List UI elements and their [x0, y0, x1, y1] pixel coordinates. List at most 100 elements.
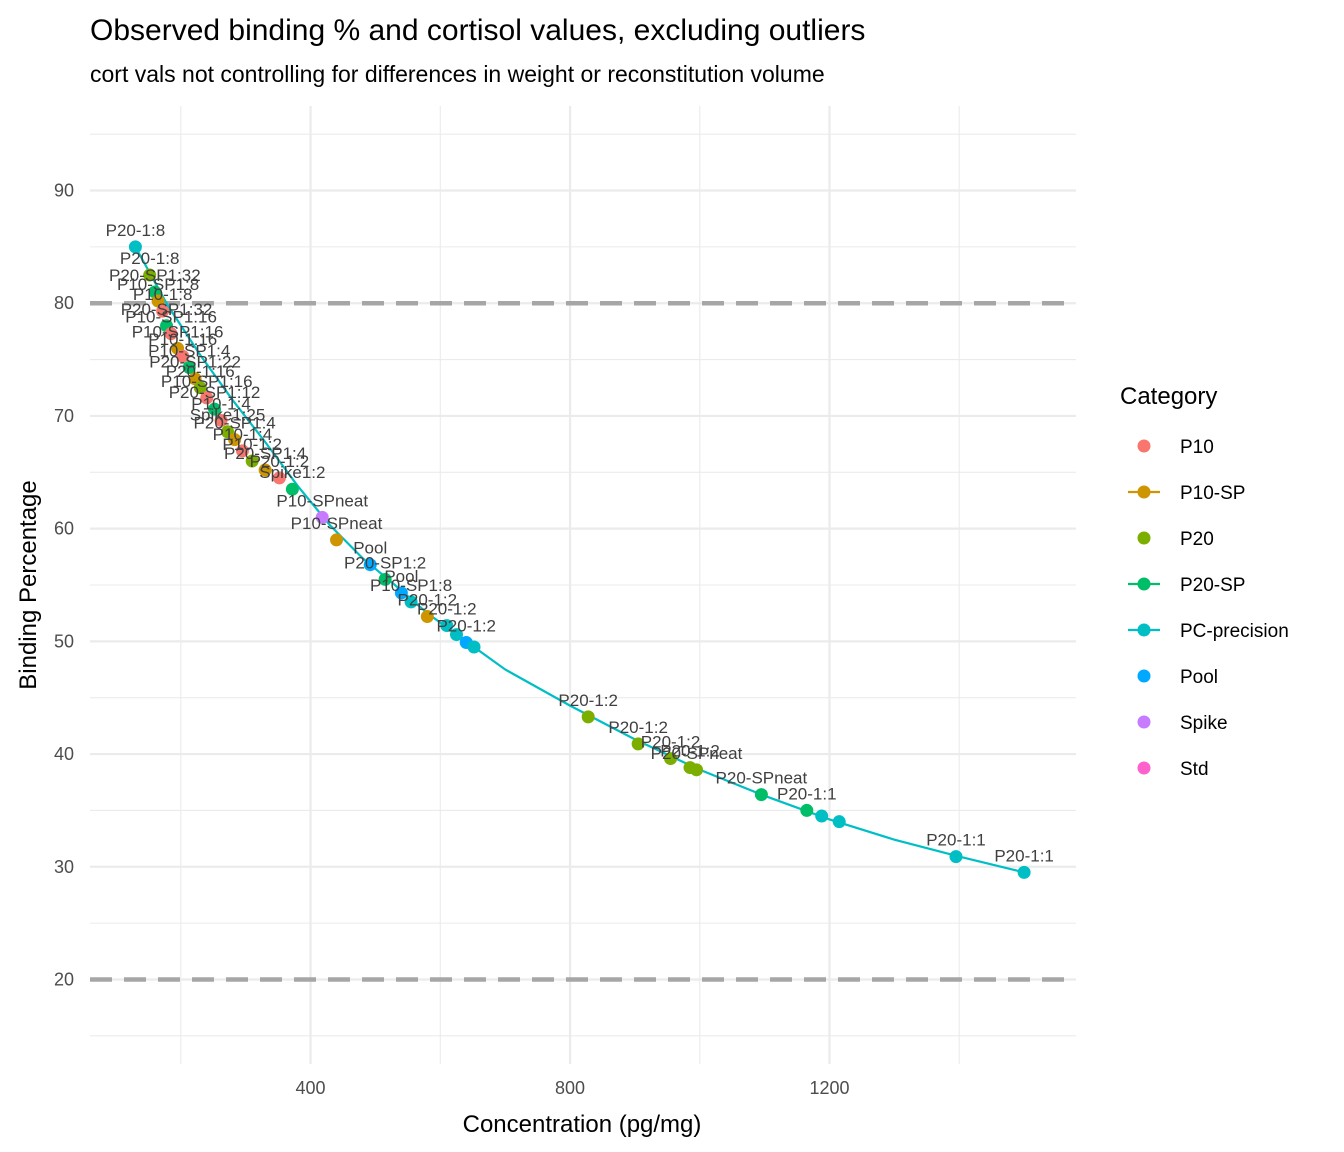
data-point: [467, 640, 481, 654]
legend-key: [1137, 577, 1151, 591]
data-point: [193, 381, 207, 395]
point-label: P20-1:2: [558, 691, 618, 710]
point-label: P10-SP1:8: [117, 275, 199, 294]
data-point: [440, 619, 454, 633]
y-tick-label: 90: [54, 181, 74, 201]
point-label: P20-1:2: [608, 718, 668, 737]
point-label: Spike1:2: [259, 463, 325, 482]
data-point: [164, 327, 178, 341]
legend-label: Pool: [1180, 667, 1218, 688]
data-point: [128, 240, 142, 254]
data-point: [832, 815, 846, 829]
legend-label: Spike: [1180, 713, 1228, 734]
y-tick-label: 20: [54, 969, 74, 989]
legend-item: P20: [1137, 529, 1214, 550]
y-tick-label: 30: [54, 857, 74, 877]
legend-item: Std: [1137, 759, 1209, 780]
y-tick-label: 60: [54, 519, 74, 539]
data-point: [664, 752, 678, 766]
point-label: P20-SP1:4: [224, 444, 306, 463]
point-label: P20-1:1: [994, 846, 1054, 865]
legend-key: [1137, 485, 1151, 499]
point-label: P20-SP1:32: [109, 266, 201, 285]
legend-label: Std: [1180, 759, 1209, 780]
point-label: P20-SP1:32: [121, 300, 213, 319]
data-point: [182, 360, 196, 374]
point-label: P10-SPneat: [291, 514, 383, 533]
data-point: [228, 433, 242, 447]
point-label: P10-1:4: [213, 425, 273, 444]
reference-lines: [90, 300, 1076, 982]
point-label: P20-SP1:22: [149, 353, 241, 372]
point-label: P10-SPneat: [276, 491, 368, 510]
legend-label: P10: [1180, 437, 1214, 458]
point-label: Pool: [353, 539, 387, 558]
legend-key: [1137, 439, 1151, 453]
fit-curve: [134, 246, 1025, 874]
legend-item: PC-precision: [1128, 621, 1289, 642]
data-point: [815, 809, 829, 823]
point-label: P20-1:8: [120, 249, 180, 268]
x-tick-label: 800: [555, 1078, 585, 1098]
legend-item: P20-SP: [1128, 575, 1245, 596]
chart-subtitle: cort vals not controlling for difference…: [90, 61, 825, 87]
point-label: P20-1:2: [417, 600, 477, 619]
point-label: Pool: [384, 567, 418, 586]
tick-labels-layer: 400 800 1200 20 30 40 50 60 70 80 90: [54, 181, 850, 1098]
data-point: [258, 463, 272, 477]
data-point: [394, 586, 408, 600]
x-axis-title: Concentration (pg/mg): [463, 1111, 702, 1138]
y-tick-label: 80: [54, 293, 74, 313]
point-label: P20-1:2: [436, 616, 496, 635]
legend-label: P10-SP: [1180, 483, 1245, 504]
y-tick-label: 50: [54, 631, 74, 651]
data-point: [949, 850, 963, 864]
point-label: P20-1:1: [777, 784, 837, 803]
point-label: P10-SP1:16: [161, 372, 253, 391]
point-label: P20-SP1:4: [194, 414, 276, 433]
data-point: [156, 304, 170, 318]
point-label: P10-SP1:16: [132, 322, 224, 341]
legend-title: Category: [1120, 383, 1217, 410]
point-label: P20-SP1:2: [344, 553, 426, 572]
point-label: P20-1:2: [250, 452, 310, 471]
data-point: [420, 610, 434, 624]
point-label: P20-SP1:12: [169, 383, 261, 402]
point-label: P20-1:16: [166, 362, 235, 381]
grid: [90, 106, 1076, 1064]
legend-item: Pool: [1137, 667, 1218, 688]
data-point: [235, 444, 249, 458]
data-point: [272, 471, 286, 485]
legend-item: P10-SP: [1128, 483, 1245, 504]
point-label: P10-SP1:16: [125, 308, 217, 327]
data-point: [285, 482, 299, 496]
data-point: [214, 413, 228, 427]
y-axis-title: Binding Percentage: [15, 480, 42, 689]
point-label: P10-SP1:8: [370, 576, 452, 595]
legend-label: P20: [1180, 529, 1214, 550]
point-label: P20-1:1: [926, 831, 986, 850]
point-label: P10-SP1:4: [148, 341, 230, 360]
legend-key: [1137, 761, 1151, 775]
y-tick-label: 70: [54, 406, 74, 426]
data-point: [176, 349, 190, 363]
data-point: [330, 533, 343, 547]
legend-key: [1137, 715, 1151, 729]
point-label: P20-SPneat: [651, 744, 743, 763]
data-point: [245, 454, 259, 468]
point-label: P20-1:2: [641, 733, 701, 752]
point-label: P10-1:16: [148, 330, 217, 349]
data-point: [404, 595, 418, 609]
data-point: [208, 402, 222, 416]
data-point: [151, 294, 165, 308]
chart-title: Observed binding % and cortisol values, …: [90, 14, 865, 47]
data-point: [378, 572, 392, 586]
data-point: [315, 510, 329, 524]
point-label: Spike1:25: [190, 406, 266, 425]
legend-label: P20-SP: [1180, 575, 1245, 596]
legend-items: P10 P10-SP P20 P20-SP PC-precision Pool Spike S…: [1128, 437, 1289, 780]
legend-item: P10: [1137, 437, 1214, 458]
data-point: [1017, 865, 1031, 879]
y-tick-label: 40: [54, 744, 74, 764]
